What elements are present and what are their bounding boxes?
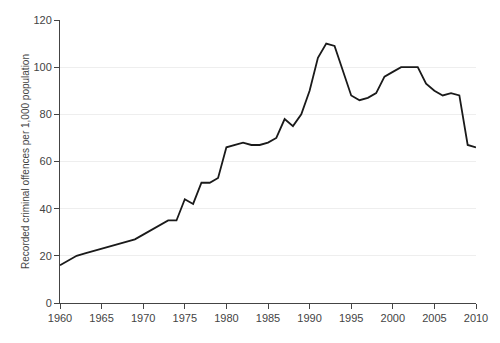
svg-text:1960: 1960: [48, 312, 72, 324]
svg-text:0: 0: [46, 297, 52, 309]
svg-text:1980: 1980: [214, 312, 238, 324]
svg-text:100: 100: [33, 61, 51, 73]
svg-text:Recorded criminal offences per: Recorded criminal offences per 1,000 pop…: [20, 54, 31, 269]
svg-text:1985: 1985: [256, 312, 280, 324]
svg-text:80: 80: [40, 108, 52, 120]
svg-text:2010: 2010: [464, 312, 488, 324]
svg-text:60: 60: [40, 155, 52, 167]
svg-text:1970: 1970: [131, 312, 155, 324]
svg-text:120: 120: [33, 14, 51, 26]
svg-text:2005: 2005: [422, 312, 446, 324]
svg-text:1975: 1975: [173, 312, 197, 324]
svg-text:40: 40: [40, 203, 52, 215]
svg-text:1995: 1995: [339, 312, 363, 324]
svg-text:2000: 2000: [381, 312, 405, 324]
svg-text:20: 20: [40, 250, 52, 262]
svg-text:1990: 1990: [297, 312, 321, 324]
svg-text:1965: 1965: [89, 312, 113, 324]
